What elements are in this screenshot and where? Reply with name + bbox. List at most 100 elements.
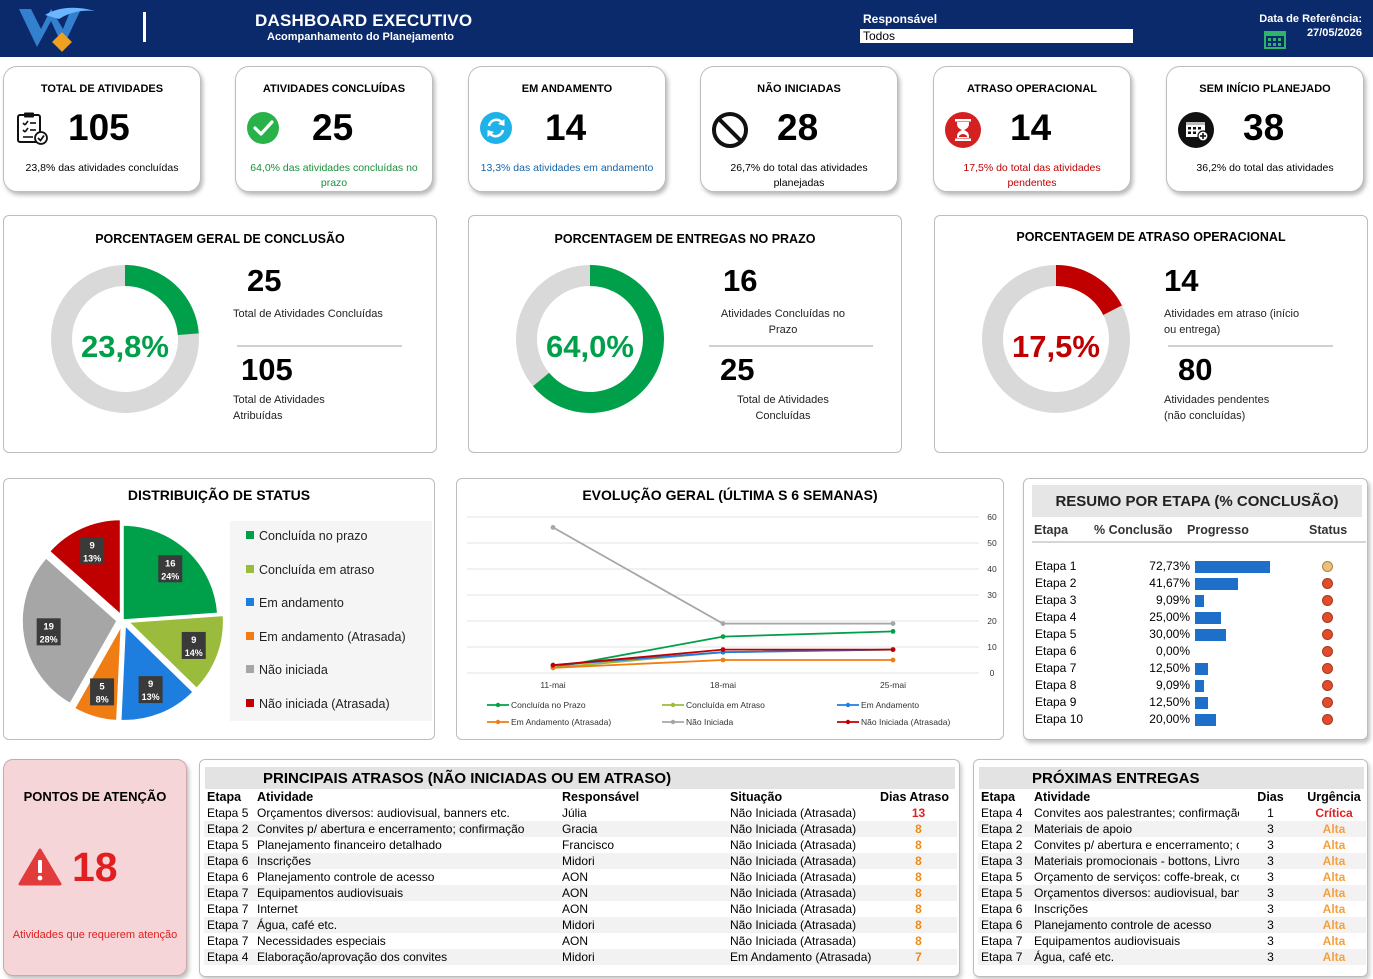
responsavel-filter-input[interactable]: Todos (860, 29, 1133, 43)
delay-etapa: Etapa 7 (207, 902, 249, 916)
etapa-header-divider (1032, 541, 1366, 543)
etapa-percent: 41,67% (1149, 576, 1190, 590)
delay-atividade: Internet (257, 902, 298, 916)
legend-swatch (246, 665, 254, 674)
hourglass-icon (944, 111, 981, 148)
delay-responsavel: Gracia (559, 821, 727, 837)
etapa-row: Etapa 1 72,73% (1032, 558, 1366, 575)
etapa-status-dot (1322, 680, 1333, 691)
legend-swatch (246, 598, 254, 607)
pie-slice (21, 556, 119, 705)
main-delays-table: Etapa Atividade Responsável Situação Dia… (204, 789, 957, 965)
delay-row: Etapa 7 Necessidades especiais AON Não Inic… (204, 933, 957, 949)
next-dias: 3 (1239, 917, 1299, 933)
legend-marker (670, 702, 676, 708)
calendar-icon[interactable] (1264, 29, 1286, 49)
pie-legend-item: Em andamento (Atrasada) (246, 630, 406, 644)
kpi-card-3: EM ANDAMENTO 14 13,3% das atividades em an… (468, 66, 666, 192)
next-row: Etapa 4 Convites aos palestrantes; confir… (978, 805, 1366, 821)
pie-slice-value: 9 (191, 635, 196, 646)
delay-row: Etapa 2 Convites p/ abertura e encerramen… (204, 821, 957, 837)
dashboard-subtitle: Acompanhamento do Planejamento (267, 31, 455, 43)
etapa-row: Etapa 3 9,09% (1032, 592, 1366, 609)
etapa-percent: 12,50% (1149, 661, 1190, 675)
pie-slice-pct: 14% (185, 648, 203, 658)
legend-marker (670, 719, 676, 725)
delay-row: Etapa 6 Planejamento controle de acesso AO… (204, 869, 957, 885)
delay-atividade: Inscrições (254, 853, 559, 869)
next-dias: 3 (1239, 885, 1299, 901)
delay-dias: 8 (877, 917, 957, 933)
next-atividade: Orçamentos diversos: audiovisual, banner… (1031, 885, 1239, 901)
etapa-status-dot (1322, 612, 1333, 623)
gauge-percent: 64,0% (546, 329, 634, 364)
series-point (550, 662, 556, 668)
legend-label: Concluída em Atraso (686, 700, 765, 710)
etapa-percent: 72,73% (1149, 559, 1190, 573)
legend-label: Em Andamento (861, 700, 919, 710)
donut-fill-arc (124, 265, 199, 336)
pie-slice-pct: 28% (40, 634, 58, 644)
series-point (550, 525, 556, 530)
next-urgencia: Alta (1299, 949, 1366, 965)
delay-dias: 8 (915, 902, 922, 916)
legend-label: Não iniciada (259, 663, 328, 678)
kpi-value: 38 (1243, 107, 1285, 148)
next-deliveries-panel: PRÓXIMAS ENTREGAS Etapa Atividade Dias U… (973, 759, 1368, 977)
kpi-note: 17,5% do total das atividades pendentes (963, 162, 1101, 189)
y-tick-label: 30 (987, 590, 997, 600)
y-tick-label: 10 (987, 642, 997, 652)
legend-label: Em andamento (Atrasada) (259, 629, 406, 644)
kpi-title: EM ANDAMENTO (521, 83, 613, 95)
next-dias: 1 (1267, 806, 1274, 820)
delay-atividade: Convites p/ abertura e encerramento; con… (254, 821, 559, 837)
attention-points-note: Atividades que requerem atenção (12, 929, 178, 941)
gauge-divider (709, 345, 873, 347)
delay-row: Etapa 4 Elaboração/aprovação dos convites… (204, 949, 957, 965)
pie-slice-pct: 24% (161, 571, 179, 581)
etapa-progress-bar (1195, 595, 1204, 607)
pie-slice-value: 9 (148, 679, 153, 690)
etapa-percent: 12,50% (1149, 695, 1190, 709)
next-atividade: Orçamento de serviços: coffe-break, coqu… (1034, 870, 1239, 884)
series-point (720, 621, 726, 626)
pie-slice-value: 5 (99, 681, 105, 692)
status-distribution-title: DISTRIBUIÇÃO DE STATUS (127, 487, 311, 503)
etapa-percent: 30,00% (1149, 627, 1190, 641)
gauge-divider (1168, 345, 1333, 347)
next-dias: 3 (1267, 870, 1274, 884)
next-urgencia: Crítica (1315, 806, 1353, 820)
delay-etapa: Etapa 7 (204, 885, 254, 901)
kpi-value: 14 (545, 107, 587, 148)
delay-responsavel: AON (562, 870, 589, 884)
donut-chart (516, 265, 664, 413)
etapa-name: Etapa 3 (1035, 593, 1077, 607)
delay-atividade: Água, café etc. (254, 917, 559, 933)
pie-legend-item: Não iniciada (Atrasada) (246, 697, 390, 711)
legend-label: Em Andamento (Atrasada) (511, 717, 611, 727)
next-col-etapa: Etapa (981, 790, 1016, 804)
next-dias: 3 (1267, 902, 1274, 916)
legend-swatch (246, 699, 254, 707)
etapa-name: Etapa 9 (1035, 695, 1077, 709)
kpi-title: ATRASO OPERACIONAL (967, 83, 1097, 95)
etapa-row: Etapa 2 41,67% (1032, 575, 1366, 592)
top-header-bar: DASHBOARD EXECUTIVO Acompanhamento do Pl… (0, 0, 1373, 57)
legend-label: Concluída no Prazo (511, 700, 586, 710)
etapa-row: Etapa 5 30,00% (1032, 626, 1366, 643)
etapa-status-dot (1322, 646, 1333, 657)
next-col-atividade: Atividade (1034, 790, 1091, 804)
next-dias: 3 (1239, 853, 1299, 869)
gauge-divider (237, 345, 402, 347)
legend-label: Não Iniciada (686, 717, 734, 727)
main-delays-panel: PRINCIPAIS ATRASOS (NÃO INICIADAS OU EM … (199, 759, 960, 977)
next-atividade: Convites p/ abertura e encerramento; con… (1034, 838, 1239, 852)
etapa-status-dot (1322, 578, 1333, 589)
next-col-dias: Dias (1257, 790, 1284, 804)
gauge-bottom-label: Total de Atividades Atribuídas (233, 394, 325, 422)
legend-label: Não iniciada (Atrasada) (259, 697, 390, 711)
conclusao-col-header: % Conclusão (1094, 523, 1173, 537)
next-urgencia: Alta (1299, 853, 1366, 869)
series-point (720, 634, 726, 639)
donut-fill-arc (532, 265, 664, 413)
